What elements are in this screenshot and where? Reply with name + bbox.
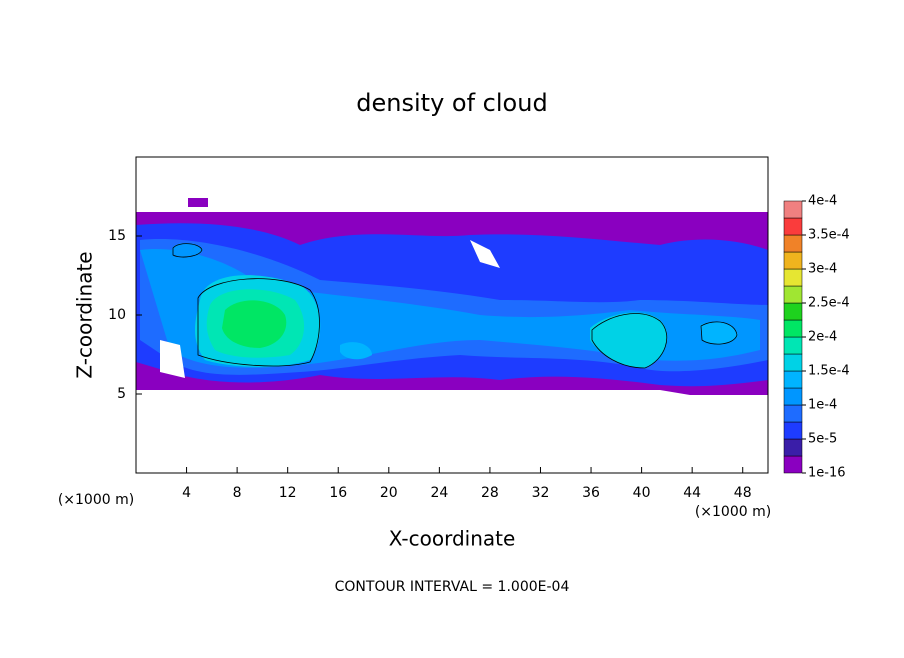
- colorbar-label: 2.5e-4: [808, 296, 850, 311]
- x-unit: (×1000 m): [695, 504, 771, 520]
- x-tick-label: 36: [582, 485, 600, 501]
- colorbar-swatch: [783, 319, 803, 338]
- x-tick-label: 32: [532, 485, 550, 501]
- colorbar-swatch: [783, 251, 803, 270]
- x-tick-label: 24: [430, 485, 448, 501]
- contour-field: [136, 198, 768, 395]
- colorbar-swatch: [783, 268, 803, 287]
- colorbar-swatch: [783, 438, 803, 457]
- y-unit: (×1000 m): [58, 492, 134, 508]
- colorbar-swatch: [783, 387, 803, 406]
- colorbar-label: 3.5e-4: [808, 228, 850, 243]
- colorbar-swatch: [783, 336, 803, 355]
- y-tick-label: 15: [108, 228, 126, 244]
- colorbar-swatch: [783, 302, 803, 321]
- colorbar-label: 4e-4: [808, 194, 837, 209]
- colorbar-label: 1.5e-4: [808, 364, 850, 379]
- colorbar-label: 1e-4: [808, 398, 837, 413]
- colorbar-swatch: [783, 217, 803, 236]
- colorbar-swatch: [783, 370, 803, 389]
- x-tick-label: 16: [329, 485, 347, 501]
- x-tick-label: 8: [233, 485, 242, 501]
- x-tick-label: 4: [182, 485, 191, 501]
- colorbar-swatch: [783, 234, 803, 253]
- x-tick-label: 12: [279, 485, 297, 501]
- y-tick-label: 10: [108, 307, 126, 323]
- colorbar-label: 2e-4: [808, 330, 837, 345]
- colorbar-swatch: [783, 353, 803, 372]
- colorbar-swatch: [783, 200, 803, 219]
- colorbar-label: 3e-4: [808, 262, 837, 277]
- footer-note: CONTOUR INTERVAL = 1.000E-04: [335, 579, 570, 595]
- colorbar-swatch: [783, 455, 803, 474]
- x-tick-label: 48: [734, 485, 752, 501]
- colorbar-label: 5e-5: [808, 432, 837, 447]
- chart-title: density of cloud: [356, 89, 547, 117]
- x-tick-label: 28: [481, 485, 499, 501]
- colorbar-swatch: [783, 421, 803, 440]
- x-tick-label: 44: [683, 485, 701, 501]
- x-tick-label: 20: [380, 485, 398, 501]
- colorbar-swatch: [783, 285, 803, 304]
- colorbar-label: 1e-16: [808, 466, 846, 481]
- x-tick-label: 40: [633, 485, 651, 501]
- colorbar-swatch: [783, 404, 803, 423]
- y-tick-label: 5: [117, 386, 126, 402]
- x-axis-label: X-coordinate: [389, 527, 516, 551]
- y-axis-label: Z-coordinate: [73, 251, 97, 378]
